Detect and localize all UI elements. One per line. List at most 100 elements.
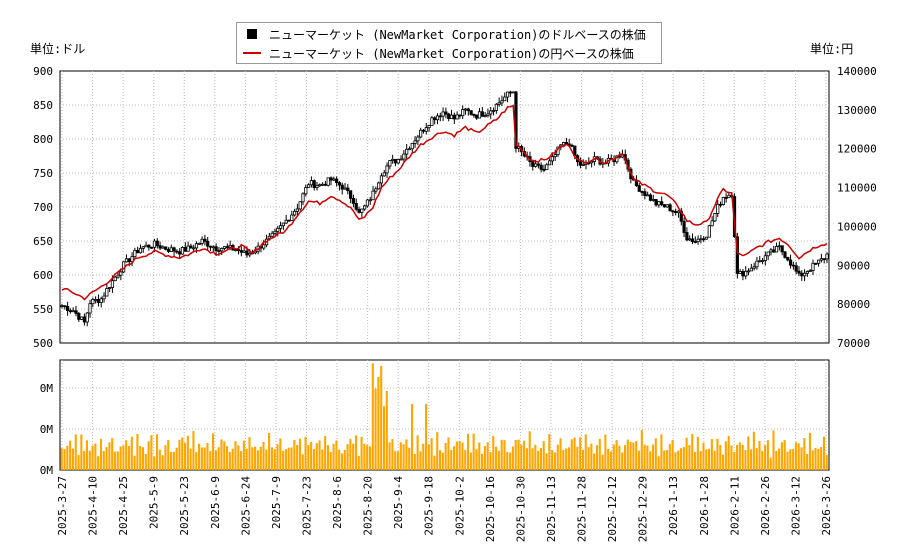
usd-candle-body [239,250,243,253]
usd-candle-body [312,180,316,188]
usd-candle-body [71,310,75,313]
volume-bar [237,445,240,470]
usd-candle-body [405,148,409,155]
volume-bar [116,451,119,470]
jpy-line [61,104,828,301]
usd-candle-body [368,199,372,202]
volume-bar [234,441,237,470]
volume-bar [312,449,315,470]
volume-bar [733,451,736,470]
usd-candle-body [363,205,367,210]
volume-bar [503,440,506,470]
volume-bar [268,432,271,470]
volume-bar [139,446,142,470]
usd-candle-body [648,194,653,201]
usd-candle-body [192,247,196,250]
volume-bar [377,377,380,470]
volume-bar [722,454,725,470]
volume-bar [97,456,100,470]
volume-bar [301,454,304,470]
volume-bar [63,449,66,470]
usd-candle-body [699,238,703,241]
usd-candle-body [718,203,723,206]
volume-bar [391,439,394,470]
volume-bar [808,432,811,470]
usd-candle-body [727,194,731,198]
usd-candle-body [539,164,543,170]
volume-bar [567,447,570,470]
usd-candle-body [393,158,398,164]
usd-candle-body [794,265,798,272]
usd-candle-body [463,108,468,111]
y-right-tick-label: 110000 [837,182,877,195]
usd-candle-body [786,257,790,261]
volume-bar [665,450,669,470]
usd-candle-body [688,238,692,241]
volume-bar [525,448,528,470]
volume-bar [226,446,229,470]
usd-candle-body [458,114,462,117]
usd-candle-body [797,270,801,274]
volume-bar [324,435,327,470]
usd-candle-body [724,197,728,199]
y-right-tick-label: 100000 [837,220,877,233]
usd-candle-body [671,210,675,213]
usd-candle-body [211,246,215,249]
usd-candle-body [489,110,493,115]
volume-bar [632,442,635,470]
usd-candle-body [80,316,84,320]
volume-bar [405,439,408,470]
x-tick-label: 2025-5-9 [148,476,161,529]
usd-candle-body [410,142,414,150]
volume-bar [517,439,520,470]
usd-candle-body [175,250,179,253]
usd-candle-body [357,208,361,213]
usd-candle-body [136,249,140,254]
usd-candle-body [469,110,473,115]
y-left-tick-label: 800 [33,133,53,146]
usd-candle-body [161,246,165,249]
volume-bar [340,453,344,470]
volume-bar [581,450,585,470]
usd-candle-body [505,91,510,98]
volume-bar [724,441,727,470]
volume-bar [402,444,405,470]
legend-jpy-label: ニューマーケット (NewMarket Corporation)の円ベースの株価 [269,46,634,61]
usd-candle-body [657,201,661,206]
volume-bar [646,445,649,470]
usd-candle-body [679,210,683,222]
x-tick-label: 2025-6-9 [209,476,222,529]
volume-bar [506,452,509,470]
volume-bar [262,441,265,470]
x-tick-label: 2025-3-27 [56,476,69,536]
volume-bar [674,452,677,470]
usd-candle-body [682,220,686,233]
usd-candle-body [430,117,434,126]
volume-bar [786,451,789,470]
usd-candle-body [365,199,370,207]
volume-bar [825,454,828,470]
volume-bar [601,454,604,470]
volume-bar [758,440,761,470]
x-tick-label: 2026-1-13 [667,476,680,536]
usd-candle-body [814,262,818,265]
volume-bar [310,441,313,470]
usd-candle-body [113,276,117,282]
volume-bar [363,443,366,470]
volume-bar [105,447,108,470]
usd-candle-body [108,287,112,289]
volume-bar [489,452,492,470]
volume-bar [296,445,299,470]
usd-candle-body [214,246,218,251]
volume-bar [338,449,341,470]
volume-bar [657,456,660,470]
usd-candle-body [702,238,706,241]
volume-bar [102,450,105,470]
volume-bar [615,440,618,470]
usd-candle-body [444,111,448,115]
volume-bar [374,388,377,470]
volume-bar [576,446,579,470]
usd-candle-body [707,225,711,238]
volume-bar [430,438,433,470]
usd-candle-body [337,182,342,186]
